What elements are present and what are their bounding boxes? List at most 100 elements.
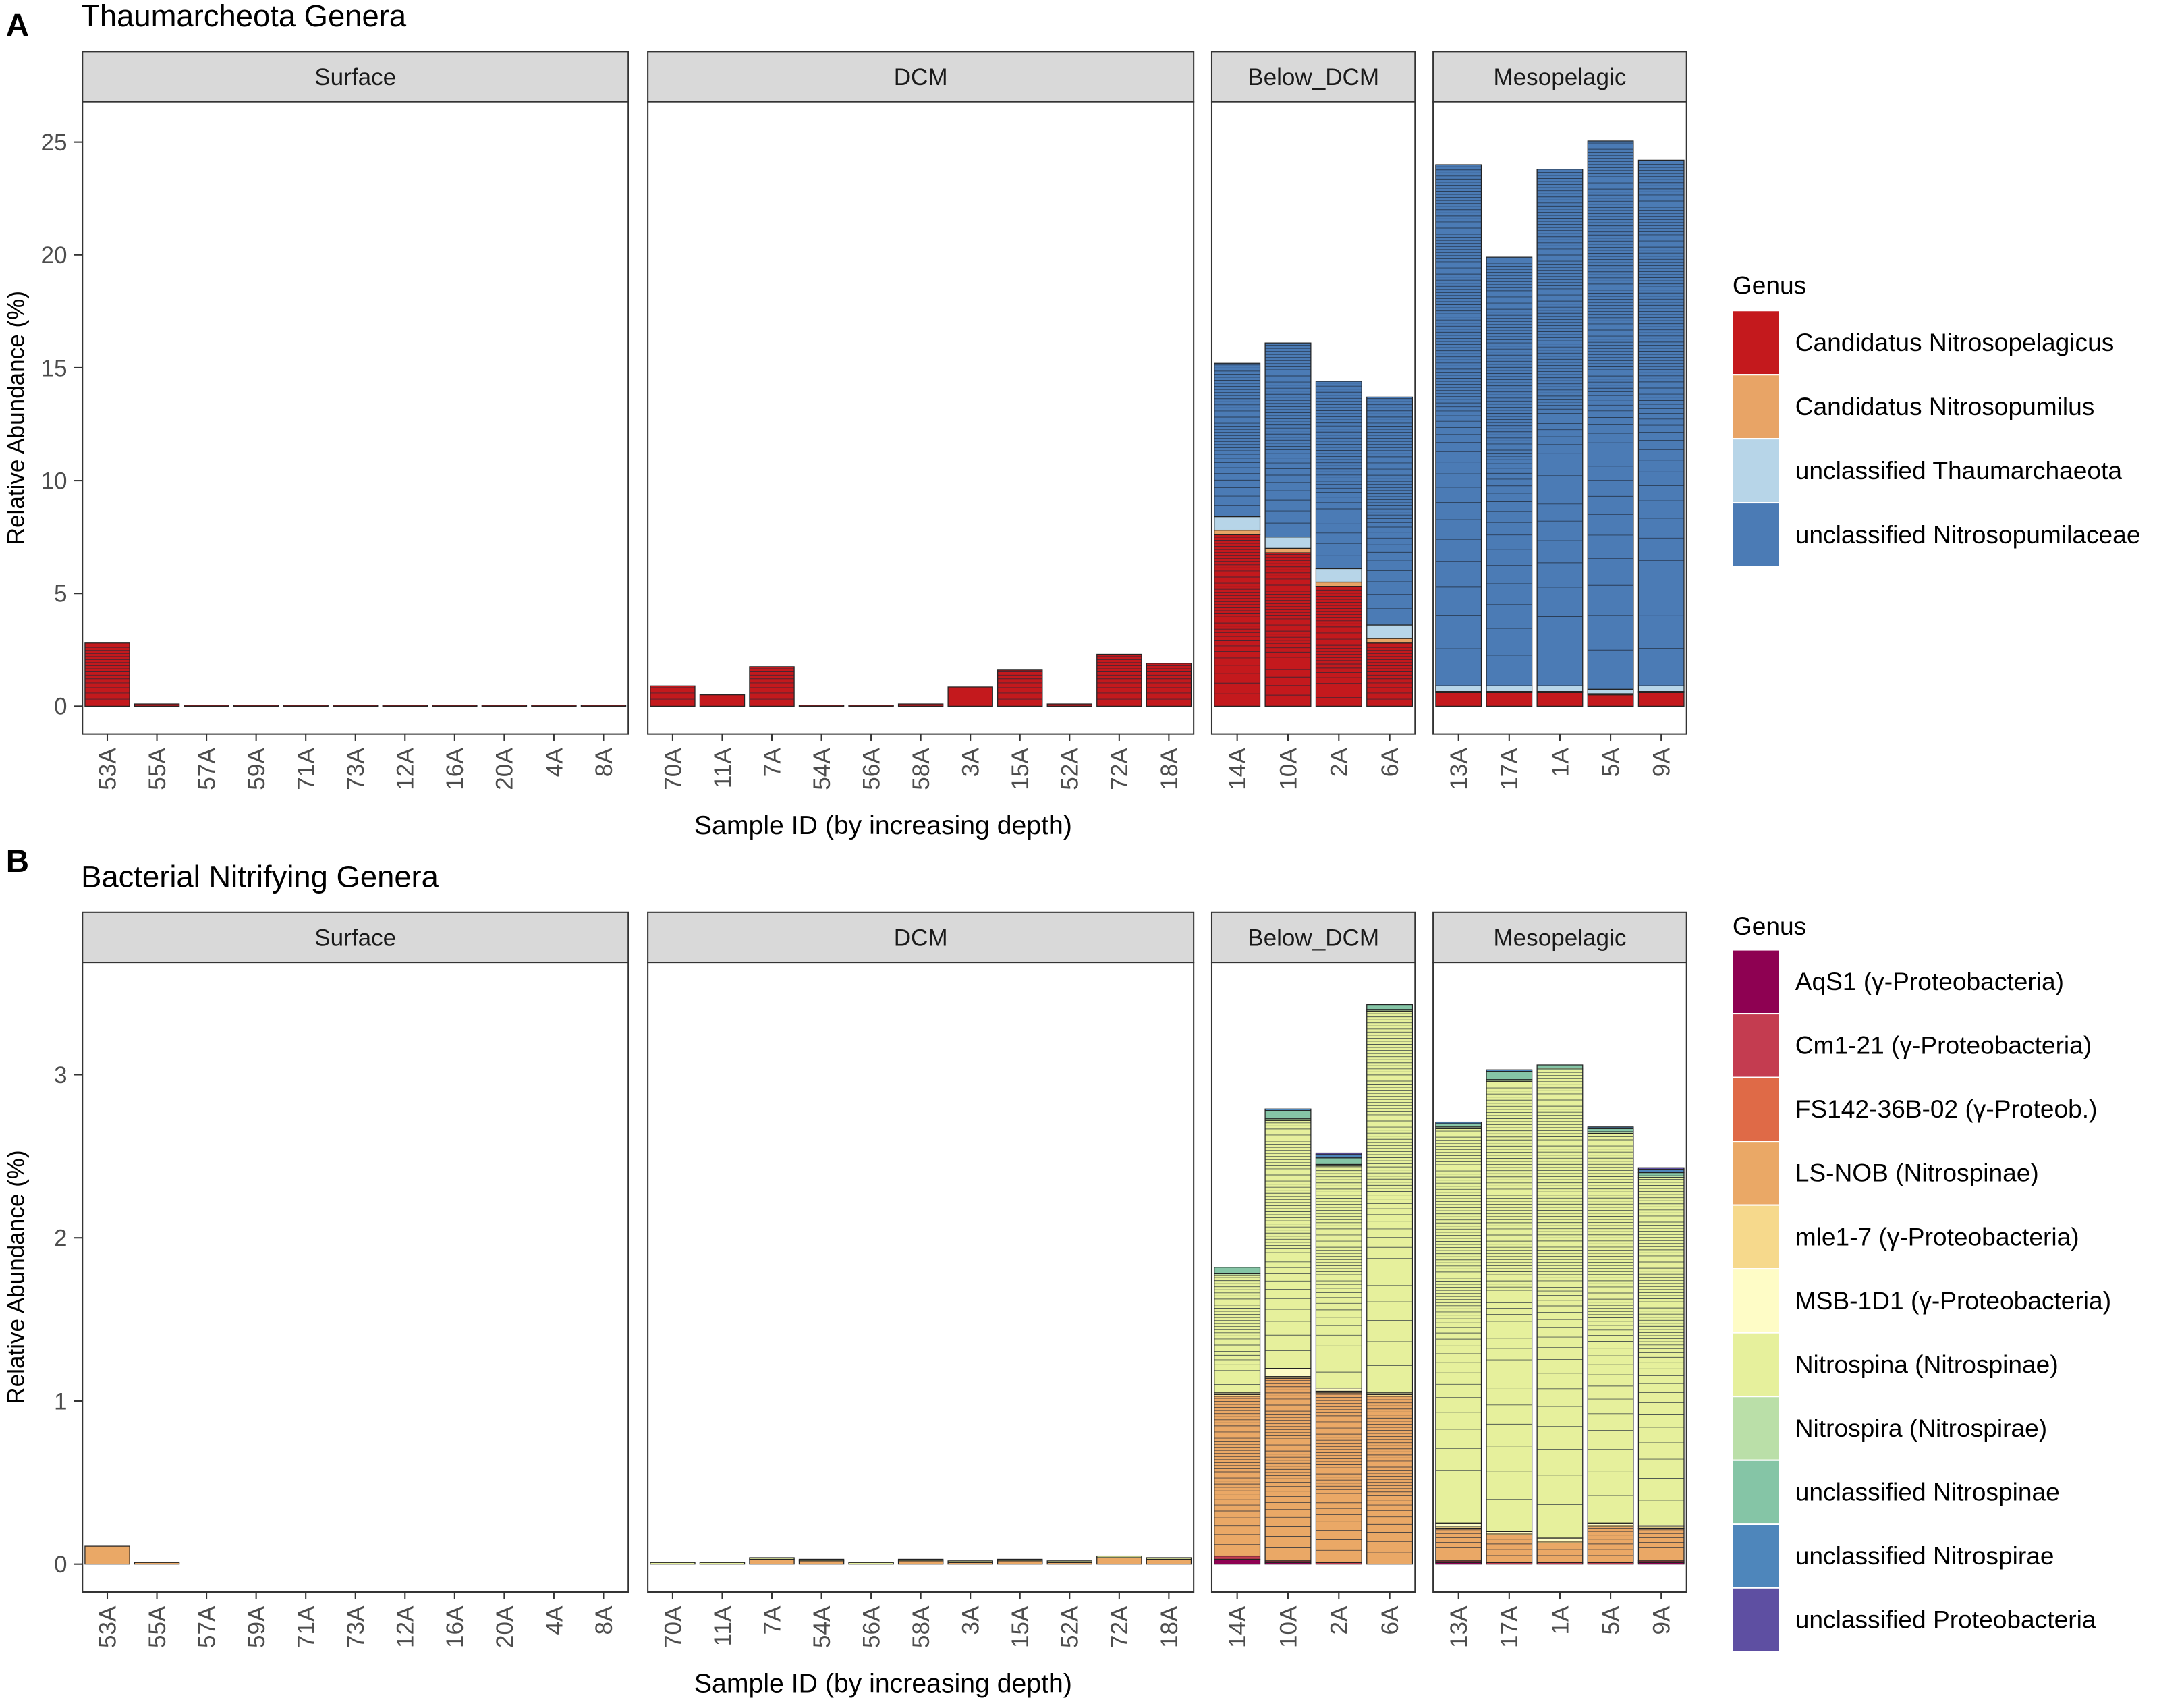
bar-segment-candidatus-nitrosopelagicus — [1536, 692, 1584, 707]
bar-segment-nitrospina-nitrospinae — [749, 1557, 795, 1560]
bar-segment-candidatus-nitrosopelagicus — [1214, 534, 1261, 707]
x-tick-label: 9A — [1649, 748, 1675, 777]
bar-segment-unclassified-nitrosopumilaceae — [1536, 169, 1584, 686]
legend-item-mle1-7-proteobacteria: mle1-7 (γ-Proteobacteria) — [1731, 1204, 2079, 1270]
x-tick-label: 53A — [94, 748, 121, 790]
legend-swatch — [1731, 949, 1781, 1015]
bar-segment-unclassified-nitrosopumilaceae — [1637, 159, 1685, 686]
y-tick-label: 25 — [40, 130, 67, 156]
bar-12a — [382, 705, 428, 707]
legend-swatch — [1731, 1204, 1781, 1270]
bar-segment-ls-nob-nitrospinae — [1146, 1558, 1192, 1565]
bar-segment-candidatus-nitrosopumilus — [1214, 529, 1261, 535]
bar-segment-unclassified-nitrosopumilaceae — [1214, 362, 1261, 518]
bar-53a — [84, 642, 130, 707]
bar-segment-unclassified-thaumarchaeota — [1214, 516, 1261, 531]
panel-a: A Thaumarcheota Genera 0 5 10 15 20 25 Relativ… — [3, 0, 2141, 840]
bar-13a — [1435, 1121, 1482, 1565]
bar-14a — [1214, 362, 1261, 707]
bar-18a — [1146, 663, 1192, 707]
bar-4a — [531, 705, 577, 707]
legend-item-nitrospina-nitrospinae: Nitrospina (Nitrospinae) — [1731, 1332, 2059, 1398]
bar-segment-candidatus-nitrosopelagicus — [997, 669, 1043, 707]
facet-below-dcm: Below_DCM 14A 10A 2A 6A — [1210, 911, 1416, 1648]
facet-label: Below_DCM — [1248, 64, 1379, 90]
facet-dcm: DCM 70A 11A 7A 54A 56A 58A 3A 15A 52A 72A 18A — [647, 911, 1195, 1648]
x-tick-label: 53A — [94, 1605, 121, 1648]
legend-label: unclassified Nitrosopumilaceae — [1795, 520, 2141, 549]
bar-segment-nitrospina-nitrospinae — [650, 1562, 696, 1565]
bar-5a — [1587, 140, 1634, 707]
bar-segment-candidatus-nitrosopelagicus — [382, 705, 428, 707]
bar-segment-aqs1-proteobacteria — [1214, 1558, 1261, 1565]
legend-label: LS-NOB (Nitrospinae) — [1795, 1159, 2039, 1187]
y-tick-label: 2 — [54, 1226, 67, 1252]
legend-swatch — [1731, 438, 1781, 504]
bar-3a — [947, 686, 993, 707]
facet-strip — [1432, 911, 1687, 964]
panel-letter-a: A — [6, 8, 29, 44]
legend: Genus Candidatus Nitrosopelagicus Candidat… — [1731, 271, 2141, 568]
bar-2a — [1315, 1152, 1362, 1565]
bar-segment-candidatus-nitrosopelagicus — [1096, 653, 1142, 707]
bar-70a — [650, 1562, 696, 1565]
x-axis-label: Sample ID (by increasing depth) — [694, 811, 1072, 840]
x-tick-label: 59A — [244, 748, 270, 790]
x-tick-label: 7A — [759, 1605, 785, 1635]
legend-swatch — [1731, 1332, 1781, 1398]
x-tick-label: 58A — [908, 1605, 934, 1648]
x-tick-label: 11A — [710, 748, 736, 788]
facet-strip — [647, 51, 1195, 103]
legend-swatch — [1731, 1587, 1781, 1653]
legend-label: unclassified Nitrospirae — [1795, 1541, 2054, 1570]
x-tick-label: 57A — [194, 1605, 220, 1648]
x-tick-label: 13A — [1446, 748, 1472, 790]
bar-segment-unclassified-thaumarchaeota — [1587, 688, 1634, 694]
bar-segment-candidatus-nitrosopelagicus — [432, 705, 478, 707]
facet-label: Surface — [314, 925, 396, 951]
x-tick-label: 14A — [1225, 748, 1251, 790]
facet-strip — [647, 911, 1195, 964]
facet-strip — [1210, 911, 1416, 964]
facet-panel — [82, 962, 629, 1593]
bar-segment-nitrospina-nitrospinae — [1435, 1128, 1482, 1524]
bar-56a — [848, 705, 894, 707]
bar-segment-msb-1d1-proteobacteria — [1315, 1387, 1362, 1392]
bar-16a — [432, 705, 478, 707]
bar-segment-nitrospina-nitrospinae — [897, 1558, 944, 1562]
bar-segment-nitrospina-nitrospinae — [1214, 1275, 1261, 1394]
bar-segment-unclassified-nitrospinae — [1366, 1004, 1413, 1010]
x-tick-label: 59A — [244, 1605, 270, 1648]
bar-71a — [283, 705, 329, 707]
bar-segment-candidatus-nitrosopelagicus — [1315, 586, 1362, 707]
bar-segment-candidatus-nitrosopelagicus — [134, 703, 180, 707]
legend-label: unclassified Nitrospinae — [1795, 1477, 2060, 1506]
bar-segment-ls-nob-nitrospinae — [1435, 1527, 1482, 1562]
bar-segment-candidatus-nitrosopelagicus — [184, 705, 229, 707]
legend-swatch — [1731, 1268, 1781, 1334]
bar-segment-ls-nob-nitrospinae — [1587, 1526, 1634, 1563]
x-tick-label: 58A — [908, 748, 934, 790]
x-tick-label: 11A — [710, 1605, 736, 1646]
bar-segment-ls-nob-nitrospinae — [897, 1560, 944, 1565]
bar-53a — [84, 1545, 130, 1565]
x-tick-label: 10A — [1275, 748, 1301, 790]
legend-label: Nitrospira (Nitrospirae) — [1795, 1414, 2047, 1442]
legend-title: Genus — [1733, 912, 1806, 940]
legend-item-unclassified-nitrospirae: unclassified Nitrospirae — [1731, 1523, 2054, 1589]
bar-segment-unclassified-nitrospinae — [1264, 1110, 1312, 1120]
legend-title: Genus — [1733, 271, 1806, 299]
bar-3a — [947, 1560, 993, 1565]
bar-72a — [1096, 653, 1142, 707]
bar-8a — [580, 705, 627, 707]
x-tick-label: 18A — [1156, 1605, 1183, 1648]
legend-item-unclassified-nitrospinae: unclassified Nitrospinae — [1731, 1459, 2060, 1525]
bar-segment-nitrospina-nitrospinae — [1315, 1165, 1362, 1389]
x-tick-label: 73A — [343, 1605, 369, 1648]
x-tick-label: 20A — [492, 748, 518, 790]
legend: Genus AqS1 (γ-Proteobacteria) Cm1-21 (γ-Pr… — [1731, 912, 2111, 1653]
bar-54a — [798, 705, 845, 707]
bar-segment-nitrospina-nitrospinae — [1587, 1132, 1634, 1524]
facet-surface: Surface 53A 55A 57A 59A 71A 73A 12A 16A 20A 4A 8A — [82, 51, 629, 790]
y-tick-label: 0 — [54, 1552, 67, 1578]
